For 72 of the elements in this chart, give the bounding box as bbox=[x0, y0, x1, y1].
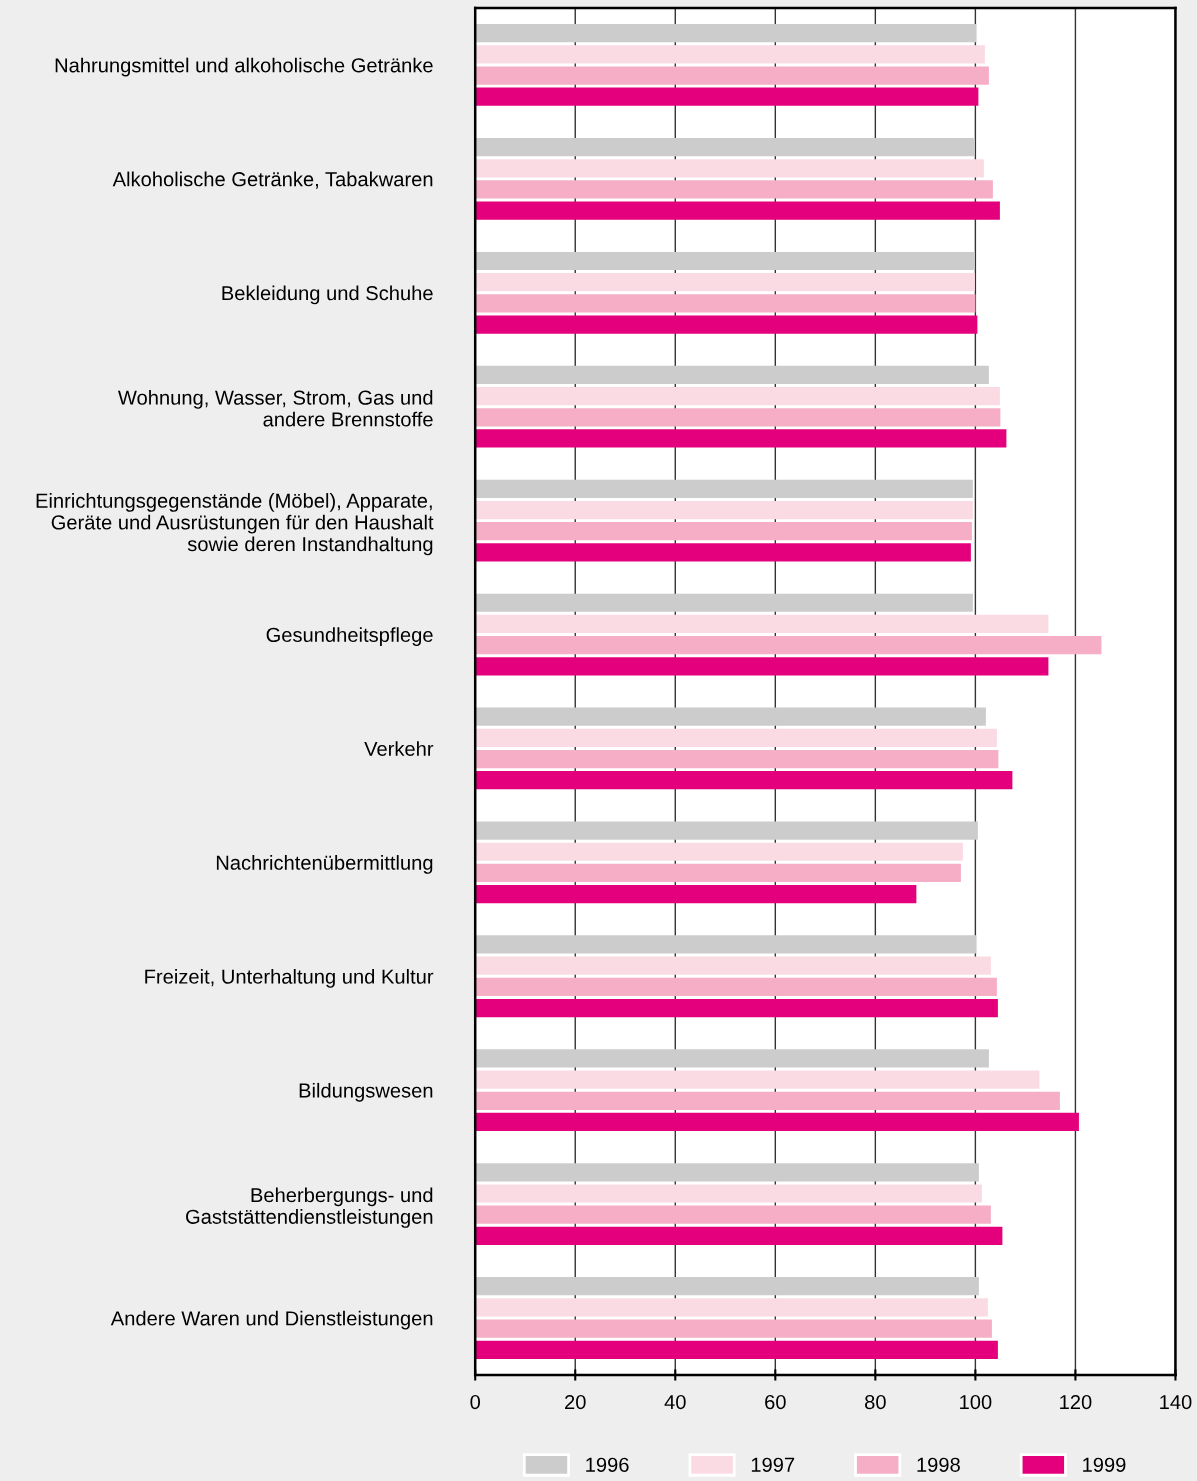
y-tick-label: Nachrichtenübermittlung bbox=[216, 855, 433, 874]
legend-label: 1997 bbox=[751, 1457, 795, 1472]
bar bbox=[475, 1112, 1079, 1132]
bar bbox=[475, 201, 1000, 220]
y-tick-label: Gesundheitspflege bbox=[266, 627, 433, 646]
bar bbox=[475, 977, 997, 996]
bar bbox=[475, 728, 997, 747]
bar bbox=[475, 863, 961, 883]
bar bbox=[475, 749, 999, 769]
x-tick-label: 80 bbox=[865, 1394, 886, 1410]
bar bbox=[475, 771, 1013, 790]
bar bbox=[475, 1340, 998, 1359]
y-tick-label: Bildungswesen bbox=[299, 1082, 433, 1102]
bar bbox=[475, 1163, 979, 1182]
bar bbox=[475, 294, 976, 313]
bar bbox=[475, 956, 991, 975]
bar bbox=[475, 614, 1049, 634]
bar bbox=[475, 1319, 992, 1338]
bar bbox=[475, 636, 1102, 655]
bar bbox=[475, 522, 972, 541]
legend-label: 1999 bbox=[1083, 1457, 1126, 1472]
x-tick-label: 20 bbox=[565, 1394, 586, 1410]
bar bbox=[475, 842, 963, 861]
y-tick-label: Alkoholische Getränke, Tabakwaren bbox=[112, 171, 433, 189]
bar bbox=[475, 543, 971, 562]
bar bbox=[475, 159, 984, 178]
bar bbox=[475, 593, 973, 612]
bar bbox=[475, 137, 975, 157]
y-tick-label: Nahrungsmittel und alkoholische Getränke bbox=[55, 57, 433, 77]
bar bbox=[475, 1091, 1060, 1110]
bar bbox=[475, 315, 978, 334]
bar bbox=[475, 1226, 1003, 1245]
bar bbox=[475, 386, 1000, 406]
bar bbox=[475, 1184, 982, 1203]
bar bbox=[475, 1049, 989, 1068]
bar bbox=[475, 1277, 979, 1296]
legend-label: 1996 bbox=[586, 1457, 629, 1472]
bar bbox=[475, 1298, 988, 1317]
y-tick-label: Verkehr bbox=[364, 741, 434, 756]
x-tick-label: 60 bbox=[765, 1394, 786, 1410]
bar bbox=[475, 408, 1001, 427]
x-tick-label: 120 bbox=[1060, 1394, 1092, 1410]
y-tick-label: Freizeit, Unterhaltung und Kultur bbox=[145, 968, 434, 988]
bar bbox=[475, 66, 989, 85]
bar bbox=[475, 24, 977, 43]
bar bbox=[475, 273, 975, 292]
y-tick-label: Beherbergungs- und Gaststättendienstleistungen bbox=[186, 1187, 433, 1228]
bar bbox=[475, 935, 977, 954]
bar bbox=[475, 251, 975, 271]
y-tick-label: Wohnung, Wasser, Strom, Gas und andere Brennstoffe bbox=[117, 390, 433, 427]
bar bbox=[475, 657, 1049, 676]
x-tick-label: 0 bbox=[470, 1394, 481, 1410]
bar bbox=[475, 500, 973, 520]
bar bbox=[475, 365, 989, 385]
bar bbox=[475, 180, 993, 199]
y-tick-label: Bekleidung und Schuhe bbox=[222, 285, 433, 305]
bar bbox=[475, 998, 998, 1018]
bar bbox=[475, 1070, 1040, 1089]
bar bbox=[475, 821, 978, 840]
bar bbox=[475, 45, 985, 64]
x-tick-label: 140 bbox=[1160, 1394, 1192, 1410]
legend-label: 1998 bbox=[917, 1457, 960, 1472]
bar bbox=[475, 479, 973, 498]
bar bbox=[475, 885, 917, 904]
bar bbox=[475, 429, 1007, 448]
x-tick-label: 40 bbox=[664, 1394, 686, 1410]
bar bbox=[475, 87, 979, 106]
x-tick-label: 100 bbox=[960, 1394, 992, 1410]
y-tick-label: Einrichtungsgegenstände (Möbel), Apparate, Geräte und Ausrüstungen für den Haushalt sowie deren Instandhaltung bbox=[36, 493, 434, 556]
bar bbox=[475, 707, 986, 726]
y-tick-label: Andere Waren und Dienstleistungen bbox=[110, 1310, 433, 1330]
bar bbox=[475, 1205, 991, 1224]
